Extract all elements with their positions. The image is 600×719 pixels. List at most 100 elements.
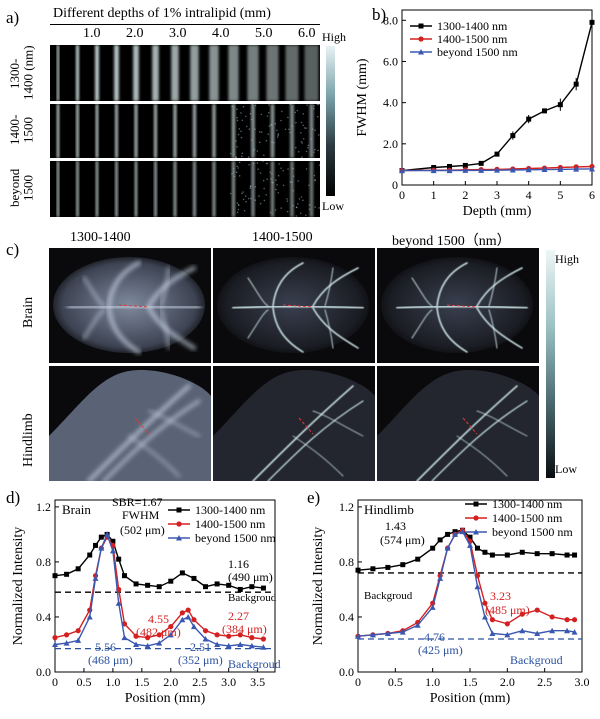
noise-speckle [260,172,262,174]
noise-speckle [244,210,246,212]
noise-speckle [293,175,295,177]
y-tick-label: 0.4 [339,610,354,624]
noise-speckle [241,193,243,195]
capillary-stripe [271,104,274,158]
hindlimb-image-beyond [377,366,539,481]
legend-label: 1400-1500 nm [437,32,508,46]
annotation: 1.16 [228,557,249,571]
y-axis-label: FWHM (mm) [355,58,370,137]
noise-speckle [251,104,253,106]
noise-speckle [235,140,237,142]
row-label-1300: 1300- 1400 (nm) [8,48,35,100]
x-tick-label: 0.5 [388,675,403,689]
noise-speckle [303,124,305,126]
noise-speckle [317,150,319,152]
data-point [186,607,191,612]
noise-speckle [268,104,270,106]
noise-speckle [241,155,243,157]
data-point [64,572,69,577]
data-point [490,617,495,622]
noise-speckle [275,179,277,181]
strip-1400-1500 [50,104,320,158]
noise-speckle [278,192,280,194]
brain-silhouette [381,257,533,353]
noise-speckle [237,212,239,214]
row-label-brain: Brain [22,282,37,342]
legend-marker [474,502,479,507]
data-point [76,566,81,571]
data-point [191,617,196,622]
noise-speckle [233,168,235,170]
capillary-stripe [174,104,177,158]
capillary-stripe [135,104,138,158]
noise-speckle [305,215,307,217]
noise-speckle [318,207,320,209]
noise-speckle [254,186,256,188]
noise-speckle [259,142,261,144]
panel-a-title-rule [50,24,320,25]
data-point [261,636,266,641]
panel-c-letter: c) [6,240,19,260]
hindlimb-silhouette [377,370,539,481]
noise-speckle [289,132,291,134]
noise-speckle [251,139,253,141]
y-axis-label: Normalized Intensity [311,527,326,646]
noise-speckle [309,204,311,206]
y-tick-label: 2.0 [383,137,398,151]
noise-speckle [243,106,245,108]
noise-speckle [241,137,243,139]
noise-speckle [294,112,296,114]
legend-marker [418,36,423,41]
noise-speckle [254,148,256,150]
noise-speckle [275,189,277,191]
noise-speckle [236,117,238,119]
noise-speckle [250,186,252,188]
noise-speckle [274,123,276,125]
noise-speckle [275,209,277,211]
noise-speckle [300,132,302,134]
noise-speckle [253,150,255,152]
noise-speckle [267,115,269,117]
background-label: Backgroud [228,657,281,671]
capillary-stripe [135,161,137,217]
annotation: (468 μm) [88,653,133,667]
capillary-stripe [96,161,98,217]
noise-speckle [236,166,238,168]
x-axis-label: Position (mm) [125,691,206,706]
data-point [542,108,547,113]
x-tick-label: 0 [355,675,361,689]
x-tick-label: 1.5 [463,675,478,689]
noise-speckle [249,128,251,130]
brain-image-beyond [377,248,539,363]
background-label: Backgroud [228,592,277,604]
data-point [438,537,443,542]
noise-speckle [304,127,306,129]
noise-speckle [318,134,320,136]
noise-speckle [296,215,298,217]
row-label-hindlimb: Hindlimb [22,400,37,480]
y-axis-label: Normalized Intensity [11,527,26,646]
capillary-stripe [232,104,235,158]
data-point [495,152,500,157]
noise-speckle [301,142,303,144]
y-tick-label: 0.0 [36,665,51,679]
noise-speckle [317,116,319,118]
noise-speckle [276,184,278,186]
noise-speckle [280,167,282,169]
data-point [168,579,173,584]
brain-image-1300 [49,248,211,363]
data-point [535,607,540,612]
capillary-stripe [96,104,98,158]
x-tick-label: 2.0 [500,675,515,689]
noise-speckle [296,207,298,209]
panel-a-title: Different depths of 1% intralipid (mm) [53,6,271,22]
annotation: 2.27 [228,609,249,623]
annotation: 3.23 [490,589,511,603]
y-tick-label: 0.8 [36,555,51,569]
background-label: Backgroud [364,590,413,602]
capillary-stripe [115,161,117,217]
legend-marker [419,24,424,29]
x-tick-label: 0 [399,188,405,202]
noise-speckle [236,108,238,110]
capillary-stripe [310,104,314,158]
